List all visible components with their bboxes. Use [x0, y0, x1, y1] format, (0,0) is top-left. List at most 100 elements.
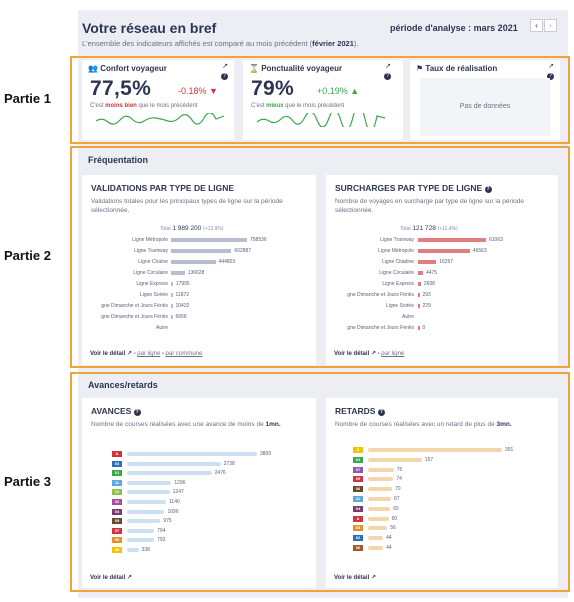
validations-card: VALIDATIONS PAR TYPE DE LIGNE Validation…: [82, 175, 316, 365]
external-link-icon: ↗: [126, 575, 132, 581]
next-period-button[interactable]: ›: [544, 19, 557, 32]
bar-category-label: Ligne Soirée: [385, 303, 414, 309]
bar: [418, 326, 420, 330]
line-badge: 07: [112, 527, 122, 534]
bar: [127, 538, 155, 543]
bar: [368, 546, 384, 550]
line-badge: 01: [112, 470, 122, 477]
line-badge: 11: [353, 496, 363, 502]
bar-value-label: 602887: [234, 248, 252, 254]
bar: [368, 457, 422, 462]
retards-description: Nombre de courses réalisées avec un reta…: [335, 421, 512, 428]
avances-card: AVANCES ? Nombre de courses réalisées av…: [82, 398, 316, 588]
bar-category-label: Ligne Métropole: [132, 237, 168, 243]
bar-value-label: 793: [157, 537, 166, 544]
bar-value-label: 2476: [214, 470, 226, 477]
part-label-2: Partie 2: [4, 248, 51, 263]
bar-value-label: 10432: [175, 303, 190, 309]
kpi-delta: +0.19% ▲: [317, 86, 360, 96]
bar-category-label: Ligne Tramway: [134, 248, 168, 254]
bar-value-label: 1140: [169, 499, 180, 505]
help-icon[interactable]: ?: [133, 409, 141, 416]
bar-value-label: 444803: [218, 259, 236, 265]
bar: [418, 249, 470, 253]
bar: [368, 497, 391, 501]
bar-category-label: Autre: [402, 314, 414, 320]
surcharges-detail-link[interactable]: Voir le détail ↗ - par ligne: [334, 351, 405, 357]
bar: [418, 282, 421, 286]
bar: [127, 519, 161, 524]
kpi-title: 👥 Confort voyageur: [88, 64, 167, 73]
link-by-line[interactable]: par ligne: [381, 351, 405, 357]
section-title-frequentation: Fréquentation: [88, 155, 148, 165]
line-badge: 01: [353, 456, 363, 463]
bar-value-label: 67: [393, 496, 400, 502]
bar: [418, 304, 420, 308]
link-by-commune[interactable]: par commune: [165, 351, 203, 357]
help-icon[interactable]: ?: [377, 409, 385, 416]
line-badge: 09: [353, 476, 363, 483]
bar: [368, 526, 388, 531]
bar-value-label: 391: [505, 447, 514, 453]
line-badge: 04: [353, 505, 363, 512]
bar-value-label: 6068: [175, 314, 187, 320]
bar-value-label: 293: [422, 292, 431, 298]
bar-value-label: 16297: [439, 259, 454, 265]
page-title: Votre réseau en bref: [82, 20, 217, 36]
part-1-frame: [70, 56, 570, 144]
bar: [368, 487, 392, 492]
help-icon[interactable]: ?: [221, 73, 228, 80]
arrow-up-icon: ▲: [350, 86, 360, 96]
bar-category-label: Ligne Métropole: [378, 248, 414, 254]
retards-title: RETARDS ?: [335, 406, 385, 416]
bar-value-label: 338: [141, 547, 150, 553]
external-link-icon[interactable]: ↗: [385, 63, 391, 70]
line-badge: 08: [112, 547, 122, 553]
analysis-period: période d'analyse : mars 2021: [390, 23, 518, 33]
hourglass-icon: ⌛: [249, 64, 259, 73]
avances-description: Nombre de courses réalisées avec une ava…: [91, 421, 281, 428]
bar-value-label: 17995: [175, 281, 190, 287]
bar-category-label: Ligne Chaîne: [138, 259, 168, 265]
retards-detail-link[interactable]: Voir le détail ↗: [334, 575, 376, 581]
bar: [171, 315, 173, 319]
bar: [127, 500, 166, 504]
help-icon[interactable]: ?: [547, 73, 554, 80]
sparkline-punctuality: [257, 113, 386, 127]
bar-value-label: 56: [390, 525, 396, 532]
surcharges-card: SURCHARGES PAR TYPE DE LIGNE ? Nombre de…: [326, 175, 558, 365]
surcharges-description: Nombre de voyages en surcharge par type …: [335, 198, 524, 214]
bar-value-label: 4475: [425, 270, 438, 276]
bar-value-label: 975: [163, 518, 172, 525]
bar: [368, 506, 391, 511]
external-link-icon[interactable]: ↗: [548, 63, 554, 70]
line-badge: 11: [112, 479, 122, 486]
link-by-line[interactable]: par ligne: [137, 351, 161, 357]
avances-title: AVANCES ?: [91, 406, 141, 416]
line-badge: 02: [353, 535, 363, 542]
bar: [418, 293, 420, 297]
bar: [127, 509, 165, 514]
line-badge: A: [353, 515, 363, 522]
kpi-value: 77,5%: [90, 77, 152, 100]
bar-value-label: 0: [422, 325, 426, 331]
bar: [127, 548, 139, 552]
sparkline-comfort: [96, 113, 225, 125]
bar-value-label: 157: [424, 456, 434, 463]
external-link-icon[interactable]: ↗: [222, 63, 228, 70]
kpi-delta: -0.18% ▼: [178, 86, 218, 96]
no-data-placeholder: Pas de données: [420, 78, 550, 136]
external-link-icon: ↗: [370, 575, 376, 581]
validations-detail-link[interactable]: Voir le détail ↗ - par ligne - par commu…: [90, 351, 203, 357]
kpi-value: 79%: [251, 77, 294, 100]
help-icon[interactable]: ?: [384, 73, 391, 80]
prev-period-button[interactable]: ‹: [530, 19, 543, 32]
bar: [171, 249, 232, 253]
help-icon[interactable]: ?: [484, 186, 492, 193]
bar: [171, 238, 247, 242]
bar-value-label: 70: [394, 486, 401, 493]
line-badge: 07: [353, 466, 363, 473]
avances-detail-link[interactable]: Voir le détail ↗: [90, 575, 132, 581]
bar: [368, 467, 394, 472]
validations-total: Total 1 989 200 (+13.9%): [160, 225, 224, 232]
